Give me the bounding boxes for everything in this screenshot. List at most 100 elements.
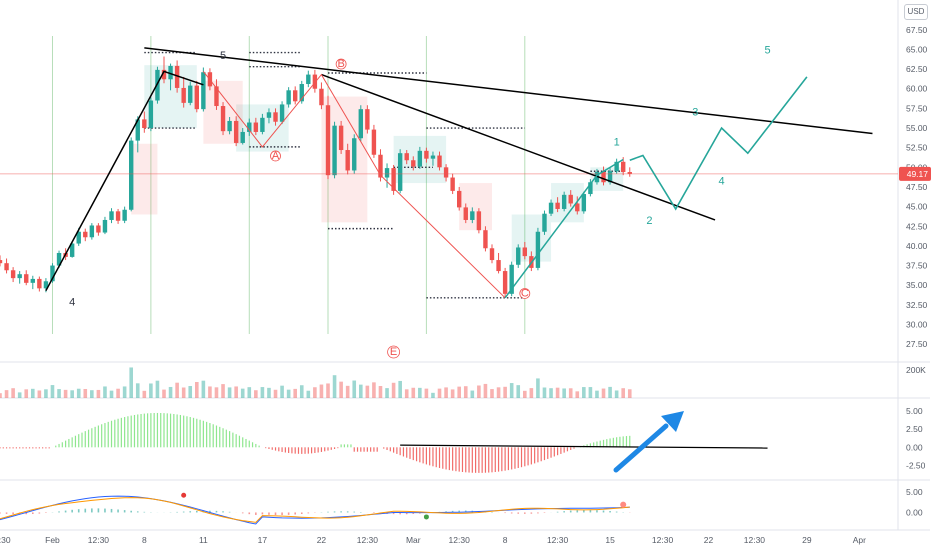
volume-bar [260, 387, 265, 398]
volume-bar [555, 387, 560, 398]
volume-bar [523, 390, 527, 398]
candle-body [253, 122, 259, 132]
volume-bar [103, 386, 107, 398]
candle-body [155, 69, 160, 101]
background [0, 0, 930, 531]
candle-body [365, 109, 370, 130]
volume-bar [254, 390, 258, 398]
volume-bar [575, 391, 580, 398]
session-lines [51, 36, 526, 334]
volume-bar [280, 385, 284, 398]
candle-body [286, 90, 291, 105]
candle-body [129, 140, 134, 210]
volume-bar [83, 388, 88, 398]
candle-body [37, 278, 42, 289]
volume-bar [293, 388, 297, 398]
price-axis-label: 47.50 [906, 182, 928, 192]
volume-bar [372, 382, 376, 398]
oscillator-pane [0, 492, 631, 525]
candle-body [502, 271, 508, 294]
last-price-label: 49.17 [907, 169, 929, 179]
price-axis-label: 55.00 [906, 123, 928, 133]
candle-body [188, 85, 193, 103]
candle-body [470, 211, 475, 220]
volume-bar [195, 382, 199, 398]
volume-bar [509, 383, 514, 398]
candle-body [443, 167, 449, 178]
candle-body [457, 190, 462, 208]
wave-label: 5 [220, 50, 226, 62]
volume-bar [24, 389, 29, 398]
candle-body [575, 203, 580, 212]
volume-bar [273, 389, 278, 398]
oscillator-line-slow [0, 497, 630, 523]
volume-bar [503, 386, 507, 398]
volume-bar [31, 388, 35, 398]
price-axis-label: 32.50 [906, 300, 928, 310]
volume-bar [411, 387, 416, 398]
volume-bar [536, 378, 540, 398]
volume-bar [332, 375, 337, 398]
projected-wave-path [629, 76, 808, 211]
volume-bar [627, 389, 632, 398]
candle-body [319, 88, 324, 106]
volume-bar [76, 388, 81, 398]
trend-arrow-head [661, 411, 684, 432]
volume-bar [470, 390, 475, 398]
candle-body [509, 264, 514, 294]
volume-bar [359, 384, 363, 398]
time-axis-label: 12:30 [0, 535, 11, 545]
volume-bar [398, 380, 402, 398]
candle-body [338, 125, 344, 151]
candle-body [233, 120, 239, 143]
volume-bar [319, 384, 324, 398]
volume-bar [542, 387, 547, 398]
currency-label[interactable]: USD [904, 4, 928, 20]
time-axis-label: 12:30 [652, 535, 674, 545]
volume-bar [44, 389, 48, 398]
candle-body [220, 106, 226, 132]
candle-body [548, 202, 554, 214]
volume-bar [168, 386, 173, 398]
histogram-axis-label: -2.50 [906, 461, 926, 471]
wave-label: 2 [646, 215, 652, 227]
candle-body [214, 86, 219, 107]
volume-bar [345, 385, 350, 398]
candle-body [4, 263, 9, 271]
volume-bar [608, 386, 612, 398]
volume-bar [50, 385, 55, 398]
volume-bar [122, 386, 127, 398]
candle-body [109, 211, 114, 220]
trendline [321, 73, 716, 221]
candle-body [56, 252, 62, 266]
candle-body [522, 247, 527, 257]
volume-bar [286, 389, 291, 398]
price-axis-label: 52.50 [906, 143, 928, 153]
volume-bar [214, 387, 219, 398]
volume-bar [588, 387, 593, 398]
time-axis-label: 12:30 [449, 535, 471, 545]
candle-body [450, 177, 455, 191]
candle-body [135, 119, 140, 141]
signal-dot [181, 492, 187, 498]
volume-bar [365, 385, 370, 398]
time-axis-label: 17 [258, 535, 268, 545]
signal-dot [620, 501, 627, 508]
time-axis-label: 12:30 [88, 535, 110, 545]
time-axis-label: 12:30 [744, 535, 766, 545]
volume-bar [221, 384, 225, 398]
candle-body [30, 278, 35, 283]
histogram-axis-label: 5.00 [906, 406, 923, 416]
volume-bar [175, 382, 179, 398]
time-axis-label: Feb [45, 535, 60, 545]
candle-body [293, 90, 298, 102]
candle-body [115, 211, 121, 221]
candle-body [411, 160, 416, 167]
volume-bar [483, 383, 488, 398]
volume-bar [496, 387, 501, 398]
candle-body [312, 74, 318, 89]
candle-body [568, 194, 573, 204]
volume-bar [149, 383, 153, 398]
volume-bar [549, 388, 553, 398]
time-axis-label: 29 [802, 535, 812, 545]
